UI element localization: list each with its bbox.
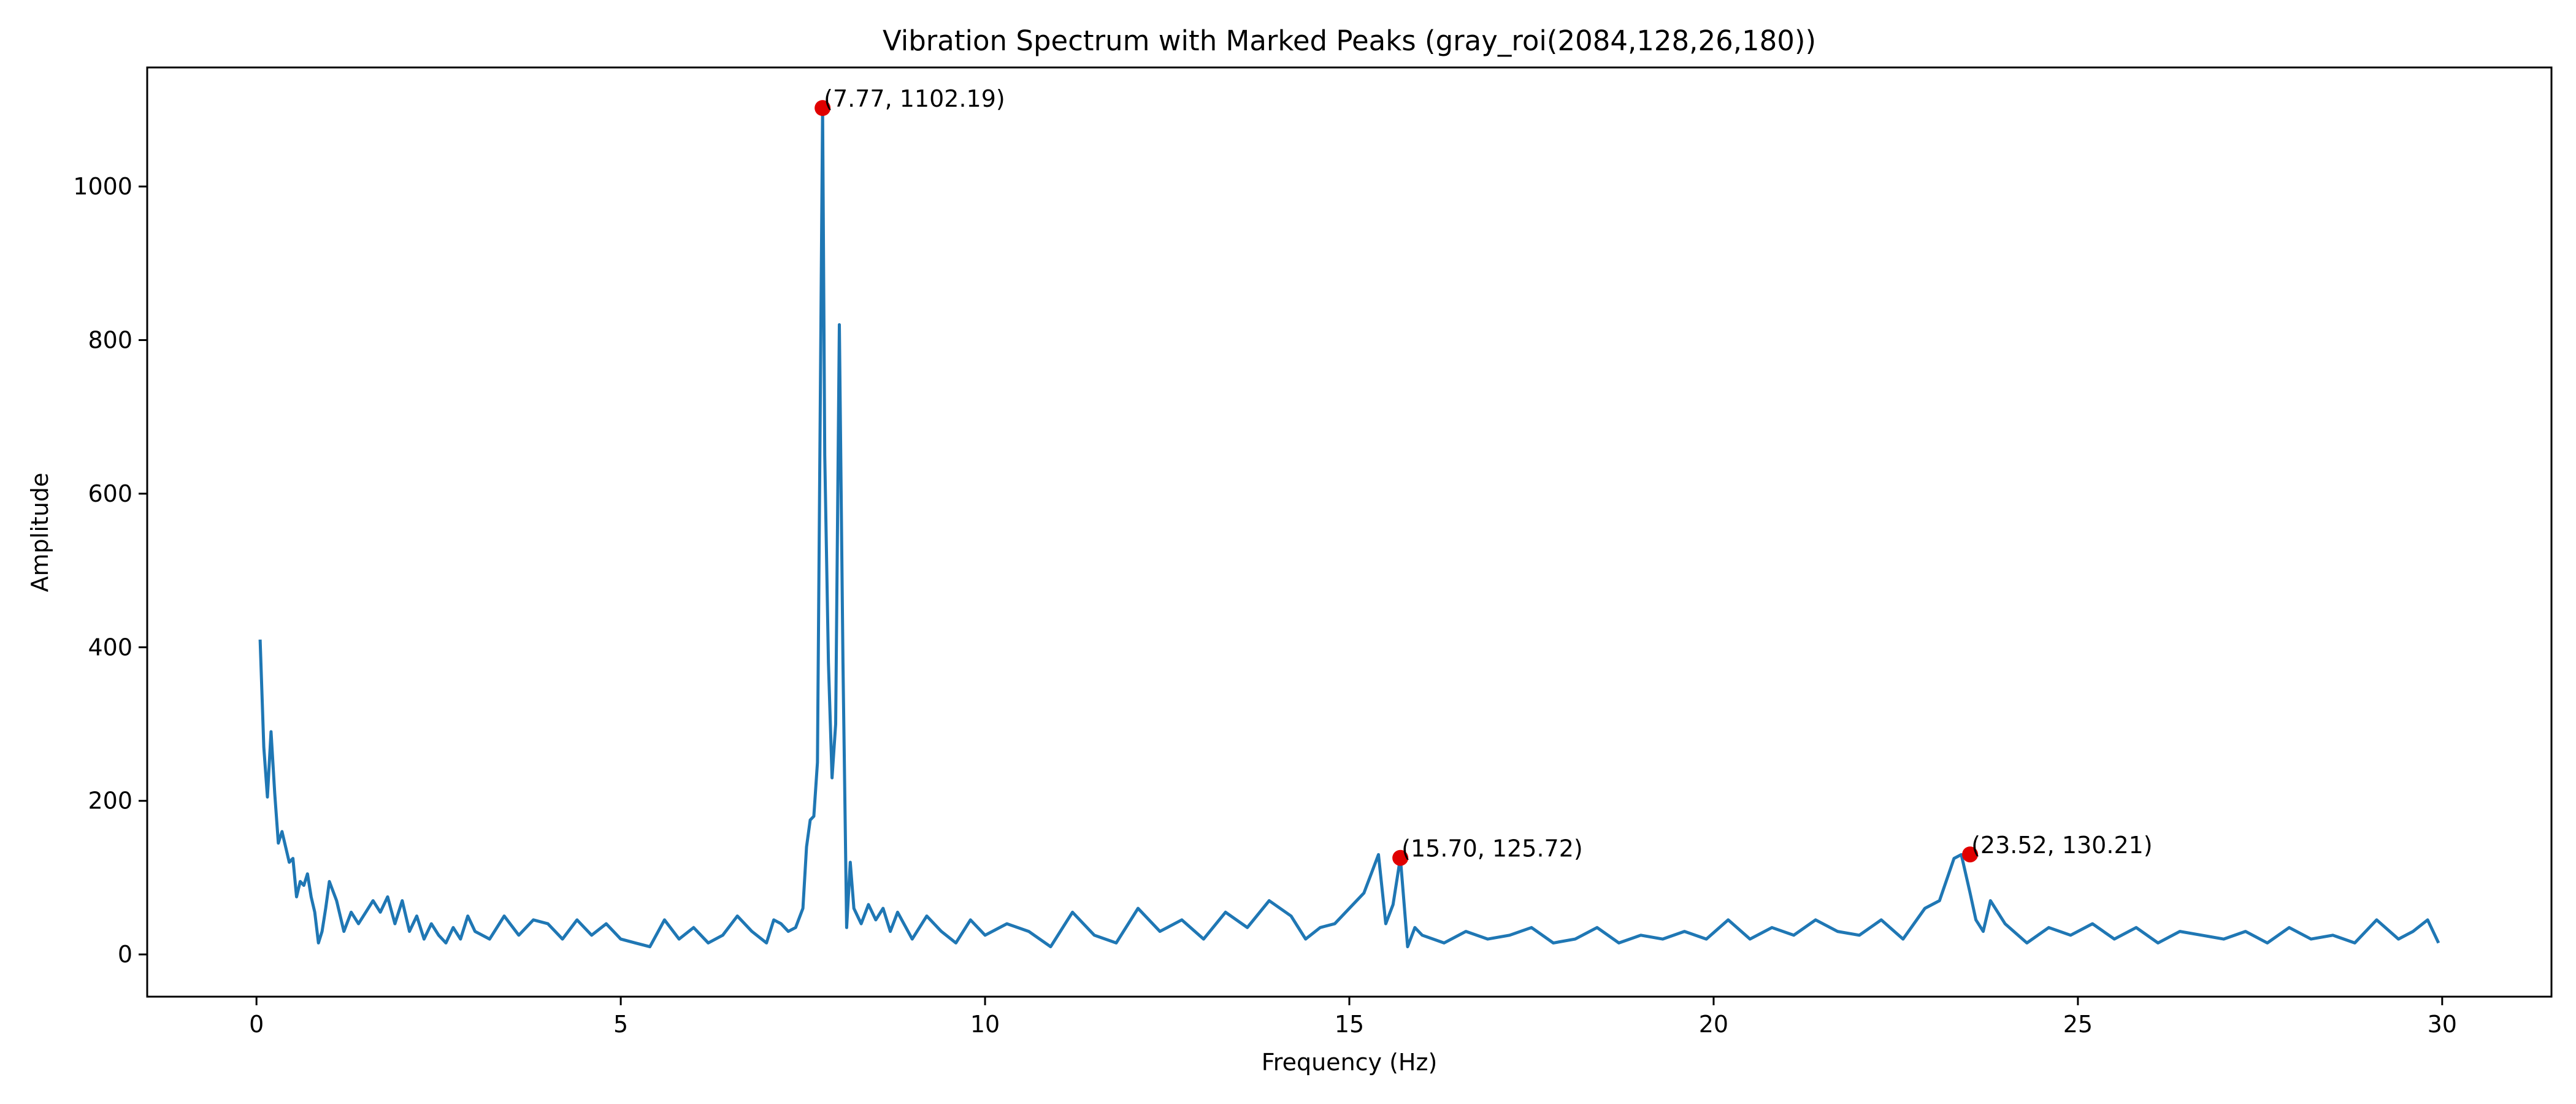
peak-markers: (7.77, 1102.19) (15.70, 125.72) (23.52, 13…	[815, 85, 2153, 866]
x-tick-label: 20	[1699, 1011, 1728, 1038]
peak-marker	[1962, 846, 1979, 863]
plot-frame	[146, 66, 2553, 998]
x-tick-label: 10	[970, 1011, 1000, 1038]
y-tick-label: 400	[88, 634, 132, 661]
x-tick-label: 30	[2428, 1011, 2457, 1038]
y-tick-label: 800	[88, 326, 132, 353]
series-line	[258, 106, 2440, 949]
peak-label: (23.52, 130.21)	[1971, 832, 2153, 859]
plot-area: 0 5 10 15 20 25 30 0 200 400 600 800 1000 (7.77, 11…	[73, 66, 2553, 1038]
x-axis-label: Frequency (Hz)	[1262, 1049, 1438, 1076]
x-tick-label: 25	[2063, 1011, 2093, 1038]
peak-marker	[1392, 849, 1409, 866]
y-tick-label: 600	[88, 480, 132, 507]
x-tick-label: 5	[613, 1011, 628, 1038]
x-tick-label: 0	[249, 1011, 264, 1038]
peak-label: (15.70, 125.72)	[1401, 835, 1583, 862]
x-axis-ticks: 0 5 10 15 20 25 30	[249, 997, 2457, 1038]
x-tick-label: 15	[1335, 1011, 1364, 1038]
y-axis-label: Amplitude	[26, 473, 53, 592]
y-tick-label: 0	[118, 941, 132, 968]
peak-marker	[815, 100, 831, 117]
chart-title: Vibration Spectrum with Marked Peaks (gr…	[883, 25, 1816, 57]
y-axis-ticks: 0 200 400 600 800 1000	[73, 173, 147, 968]
y-tick-label: 200	[88, 788, 132, 815]
y-tick-label: 1000	[73, 173, 132, 200]
peak-label: (7.77, 1102.19)	[824, 85, 1005, 112]
